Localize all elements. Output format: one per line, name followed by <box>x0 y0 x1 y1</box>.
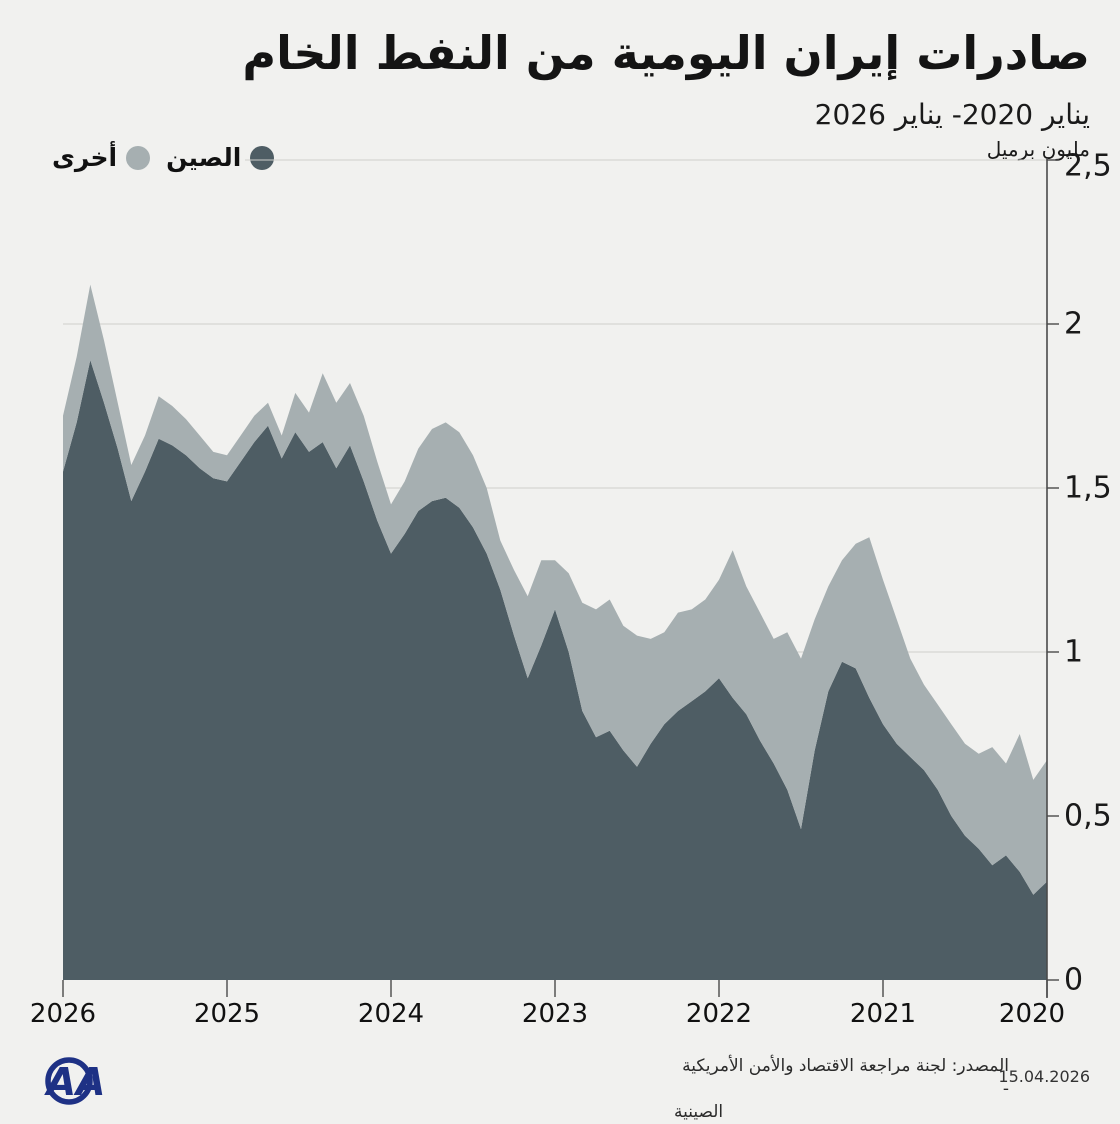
x-tick-label: 2020 <box>999 999 1065 1029</box>
aa-agency-logo-icon: AA <box>44 1057 105 1105</box>
page-title: صادرات إيران اليومية من النفط الخام <box>242 26 1090 80</box>
y-tick-label: 1 <box>1064 635 1083 670</box>
y-tick-label: 2 <box>1064 307 1083 342</box>
other-legend-dot-icon <box>126 145 151 170</box>
aa-logo-text: AA <box>44 1060 105 1104</box>
legend-label-other: أخرى <box>52 143 118 172</box>
y-tick-label: 0,5 <box>1064 799 1112 834</box>
china-legend-dot-icon <box>250 145 275 170</box>
x-tick-label: 2023 <box>522 999 588 1029</box>
legend-label-china: الصين <box>166 143 242 172</box>
x-tick-label: 2026 <box>30 999 96 1029</box>
y-tick-label: 0 <box>1064 963 1083 998</box>
legend-item-china: الصين <box>166 143 275 172</box>
source-line-2: الصينية <box>674 1101 724 1122</box>
legend: الصين أخرى <box>52 143 275 172</box>
publication-date: 15.04.2026 <box>998 1067 1090 1086</box>
y-tick-label: 2,5 <box>1064 149 1112 184</box>
china-area-series <box>63 360 1047 981</box>
page-subtitle: يناير 2020- يناير 2026 <box>814 98 1090 131</box>
other-area-series <box>63 284 1047 895</box>
x-tick-label: 2024 <box>358 999 424 1029</box>
source-line-1: المصدر: لجنة مراجعة الاقتصاد والأمن الأم… <box>682 1056 1009 1099</box>
y-axis-unit-label: مليون برميل <box>986 137 1090 161</box>
y-tick-label: 1,5 <box>1064 471 1112 506</box>
x-tick-label: 2022 <box>686 999 752 1029</box>
source-text: المصدر: لجنة مراجعة الاقتصاد والأمن الأم… <box>674 1055 1009 1124</box>
x-tick-label: 2025 <box>194 999 260 1029</box>
x-tick-label: 2021 <box>850 999 916 1029</box>
legend-item-other: أخرى <box>52 143 151 172</box>
